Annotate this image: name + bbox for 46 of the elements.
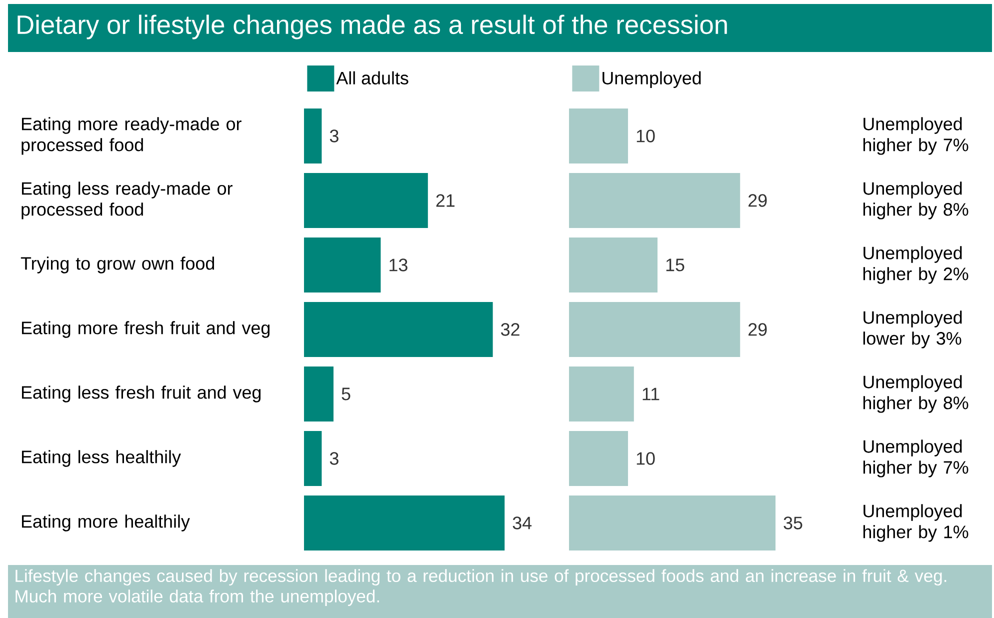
data-label: 11: [642, 388, 660, 400]
bar: [304, 108, 322, 164]
legend-label: All adults: [336, 71, 408, 84]
data-label: 21: [436, 194, 454, 207]
data-label: 29: [748, 194, 767, 207]
bar: [569, 237, 658, 292]
data-label: 15: [666, 258, 684, 272]
text: Unemployed lower by 3%: [863, 310, 962, 348]
y-tick-label: Eating less fresh fruit and veg: [22, 386, 261, 402]
y-tick-label: Trying to grow own food: [20, 256, 214, 274]
bar: [569, 366, 634, 422]
text: Unemployed higher by 7%: [863, 117, 968, 155]
data-label: 29: [748, 323, 767, 336]
data-label: 32: [501, 323, 520, 336]
bar: [569, 108, 628, 164]
bar: [569, 302, 740, 357]
data-label: 3: [330, 452, 338, 465]
text: Unemployed higher by 8%: [863, 182, 968, 220]
bar: [569, 430, 628, 486]
data-label: 10: [636, 130, 655, 142]
legend-label: Unemployed: [602, 71, 701, 88]
data-label: 3: [330, 130, 338, 142]
data-label: 35: [784, 516, 802, 530]
bar: [304, 302, 493, 357]
bar: [304, 366, 334, 422]
y-tick-label: Eating more healthily: [22, 514, 190, 532]
data-label: 13: [390, 258, 408, 272]
y-tick-label: Eating less healthily: [22, 450, 181, 467]
text: Unemployed higher by 2%: [863, 246, 968, 284]
y-tick-label: Eating less ready-made or processed food: [22, 182, 232, 220]
y-tick-label: Eating more fresh fruit and veg: [22, 321, 270, 338]
data-label: 5: [342, 388, 350, 400]
y-tick-label: Eating more ready-made or processed food: [22, 117, 242, 155]
bar: [569, 495, 776, 550]
text: Unemployed higher by 8%: [863, 375, 968, 413]
text: Unemployed higher by 1%: [863, 504, 968, 542]
bar: [304, 495, 505, 550]
bar: [304, 430, 322, 486]
data-label: 34: [512, 516, 532, 530]
chart-title: Dietary or lifestyle changes made as a result of the recession: [18, 14, 727, 40]
bar: [304, 237, 381, 292]
text: Lifestyle changes caused by recession leading to a reduction in use of processed foods and an increase in fruit & veg. Much more volatile data from the unemployed.: [16, 569, 946, 606]
text: Unemployed higher by 7%: [863, 440, 968, 478]
bar: [304, 172, 428, 228]
data-label: 10: [636, 452, 655, 465]
bar: [569, 172, 740, 228]
